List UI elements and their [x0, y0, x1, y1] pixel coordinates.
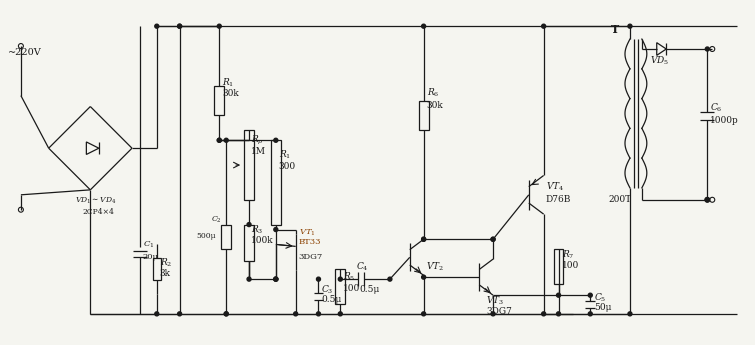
Text: $VT_4$: $VT_4$: [546, 181, 564, 193]
Text: 50μ: 50μ: [594, 303, 612, 312]
Circle shape: [217, 24, 221, 28]
Text: ~220V: ~220V: [8, 48, 42, 58]
Text: $R_1$: $R_1$: [222, 77, 234, 89]
Bar: [244, 130, 254, 200]
Text: $R_p$: $R_p$: [251, 134, 264, 147]
Circle shape: [705, 47, 709, 51]
Text: $R_1$: $R_1$: [279, 149, 291, 161]
Text: $R_3$: $R_3$: [251, 223, 263, 236]
Circle shape: [421, 237, 426, 241]
Text: $C_4$: $C_4$: [356, 261, 369, 274]
Text: 1000p: 1000p: [710, 116, 739, 125]
Text: 1M: 1M: [251, 147, 266, 156]
Circle shape: [247, 277, 251, 281]
Bar: [153, 258, 161, 280]
Text: T: T: [611, 24, 619, 34]
Text: D76B: D76B: [546, 195, 571, 204]
Circle shape: [421, 312, 426, 316]
Circle shape: [224, 312, 228, 316]
Circle shape: [177, 312, 182, 316]
Text: $C_2$: $C_2$: [211, 215, 221, 225]
Bar: [335, 269, 345, 304]
Circle shape: [316, 312, 320, 316]
Circle shape: [556, 293, 560, 297]
Circle shape: [274, 277, 278, 281]
Text: 3k: 3k: [160, 269, 171, 278]
Circle shape: [294, 312, 297, 316]
Circle shape: [274, 277, 278, 281]
Circle shape: [224, 312, 228, 316]
Circle shape: [556, 312, 560, 316]
Circle shape: [247, 223, 251, 227]
Circle shape: [491, 237, 495, 241]
Circle shape: [628, 312, 632, 316]
Text: $C_6$: $C_6$: [710, 101, 723, 114]
Circle shape: [177, 24, 182, 28]
Bar: [221, 225, 231, 249]
Text: 2CP4×4: 2CP4×4: [82, 208, 114, 216]
Circle shape: [421, 237, 426, 241]
Text: $R_7$: $R_7$: [562, 248, 574, 260]
Circle shape: [705, 198, 709, 202]
Circle shape: [421, 24, 426, 28]
Circle shape: [274, 228, 278, 231]
Circle shape: [388, 277, 392, 281]
Text: 100k: 100k: [251, 236, 273, 245]
Circle shape: [491, 237, 495, 241]
Text: 100: 100: [562, 261, 579, 270]
Bar: [419, 101, 429, 130]
Text: 3DG7: 3DG7: [299, 253, 323, 261]
Text: 30k: 30k: [427, 101, 443, 110]
Text: 500μ: 500μ: [197, 233, 217, 240]
Circle shape: [274, 277, 278, 281]
Text: 200T: 200T: [608, 195, 631, 204]
Text: $VT_3$: $VT_3$: [486, 295, 504, 307]
Text: $C_1$: $C_1$: [143, 239, 154, 249]
Circle shape: [541, 24, 546, 28]
Circle shape: [155, 24, 159, 28]
Circle shape: [628, 24, 632, 28]
Text: 0.5μ: 0.5μ: [322, 295, 342, 304]
Circle shape: [421, 275, 426, 279]
Circle shape: [217, 138, 221, 142]
Circle shape: [588, 312, 592, 316]
Text: 30k: 30k: [222, 89, 239, 98]
Text: BT33: BT33: [299, 238, 321, 246]
Bar: [244, 225, 254, 261]
Bar: [271, 140, 281, 225]
Circle shape: [217, 138, 221, 142]
Circle shape: [338, 312, 342, 316]
Text: $VT_1$: $VT_1$: [299, 227, 316, 238]
Text: $VD_5$: $VD_5$: [650, 55, 669, 67]
Circle shape: [588, 293, 592, 297]
Text: $C_3$: $C_3$: [322, 283, 334, 296]
Circle shape: [224, 138, 228, 142]
Circle shape: [274, 138, 278, 142]
Text: $VD_1{\sim}VD_4$: $VD_1{\sim}VD_4$: [76, 196, 117, 206]
Text: 20μ: 20μ: [143, 253, 159, 261]
Text: $R_5$: $R_5$: [344, 271, 356, 283]
Circle shape: [316, 277, 320, 281]
Text: 3DG7: 3DG7: [486, 307, 512, 316]
Bar: [214, 86, 224, 116]
Text: 100: 100: [344, 284, 361, 293]
Text: $R_2$: $R_2$: [160, 256, 172, 268]
Circle shape: [155, 312, 159, 316]
Text: $VT_2$: $VT_2$: [426, 261, 444, 274]
Text: $C_5$: $C_5$: [594, 291, 607, 304]
Text: $R_6$: $R_6$: [427, 86, 439, 99]
Text: 0.5μ: 0.5μ: [359, 285, 380, 294]
Bar: [553, 249, 563, 284]
Circle shape: [338, 277, 342, 281]
Circle shape: [491, 312, 495, 316]
Circle shape: [177, 24, 182, 28]
Circle shape: [541, 312, 546, 316]
Text: 300: 300: [279, 161, 296, 170]
